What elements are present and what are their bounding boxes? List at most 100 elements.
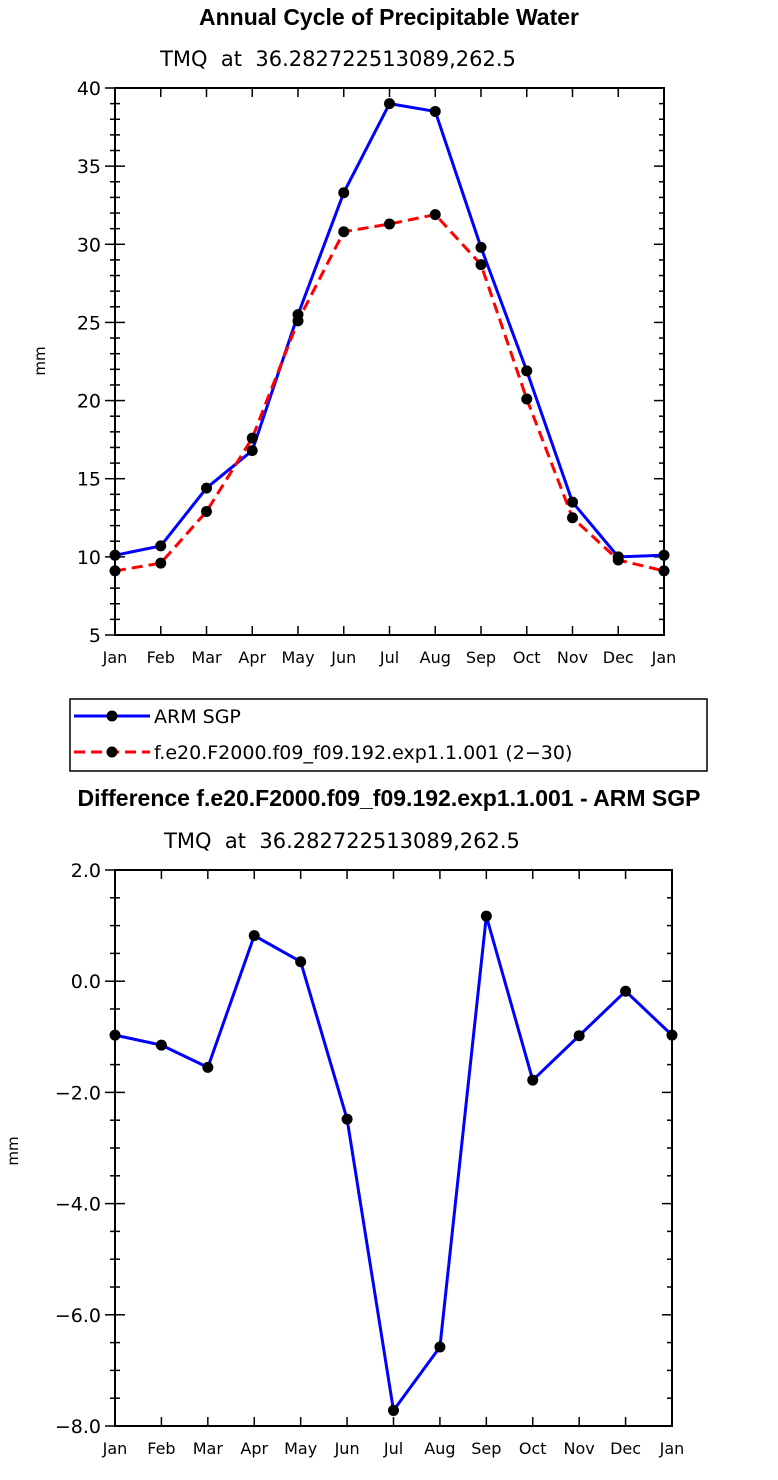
x-tick-label: Jun — [330, 648, 356, 667]
y-tick-label: 5 — [89, 625, 101, 647]
chart2-plot-frame — [114, 869, 673, 1427]
legend-box — [69, 698, 708, 772]
y-tick-label: −2.0 — [55, 1082, 101, 1104]
series-line-1 — [114, 213, 665, 573]
chart1-y-axis-label: mm — [31, 346, 49, 375]
x-tick-label: Apr — [240, 1439, 268, 1458]
chart1-x-tick-labels: Jan Feb Mar Apr May Jun Jul Aug Sep Oct Nov Dec Jan — [102, 648, 677, 667]
x-tick-label: Feb — [147, 1439, 175, 1458]
x-tick-label: Jul — [379, 648, 399, 667]
x-tick-label: Mar — [193, 1439, 224, 1458]
data-point-0 — [521, 365, 533, 377]
legend-arm-marker — [106, 710, 118, 722]
chart2-y-tick-labels: −8.0 −6.0 −4.0 −2.0 0.0 2.0 — [55, 860, 101, 1438]
data-point-0 — [201, 482, 212, 494]
x-tick-label: Mar — [191, 648, 222, 667]
data-point-0 — [573, 1030, 585, 1042]
x-tick-label: May — [281, 648, 314, 667]
chart2-title: Difference f.e20.F2000.f09_f09.192.exp1.… — [77, 785, 700, 811]
chart1-ticks — [105, 87, 665, 636]
data-point-1 — [109, 565, 121, 577]
data-point-1 — [201, 506, 212, 518]
legend-model-marker — [106, 746, 118, 758]
data-point-1 — [246, 432, 258, 444]
data-point-0 — [155, 540, 167, 552]
x-tick-label: Apr — [238, 648, 266, 667]
chart2-subtitle: TMQ at 36.282722513089,262.5 — [163, 829, 520, 853]
x-tick-label: May — [284, 1439, 317, 1458]
data-point-0 — [567, 496, 578, 508]
x-tick-label: Sep — [471, 1439, 501, 1458]
y-tick-label: 35 — [77, 156, 101, 178]
chart2-ticks — [105, 869, 673, 1427]
x-tick-label: Jul — [383, 1439, 403, 1458]
y-tick-label: 2.0 — [71, 860, 101, 882]
x-tick-label: Oct — [519, 1439, 547, 1458]
data-point-1 — [612, 554, 624, 566]
data-point-0 — [384, 98, 395, 110]
chart2-series — [109, 910, 678, 1416]
chart1-subtitle: TMQ at 36.282722513089,262.5 — [159, 47, 516, 71]
y-tick-label: 20 — [77, 391, 101, 413]
x-tick-label: Jun — [334, 1439, 360, 1458]
y-tick-label: 0.0 — [71, 971, 101, 993]
data-point-0 — [338, 187, 350, 199]
chart2-x-tick-labels: Jan Feb Mar Apr May Jun Jul Aug Sep Oct Nov Dec Jan — [102, 1439, 685, 1458]
data-point-0 — [109, 1029, 121, 1041]
x-tick-label: Jan — [659, 1439, 685, 1458]
y-tick-label: 40 — [77, 78, 101, 100]
data-point-1 — [155, 557, 167, 569]
series-line-0 — [114, 102, 665, 559]
data-point-0 — [248, 930, 260, 942]
data-point-0 — [341, 1113, 353, 1125]
data-point-1 — [567, 512, 578, 524]
y-tick-label: 10 — [77, 547, 101, 569]
chart1-legend: ARM SGP f.e20.F2000.f09_f09.192.exp1.1.0… — [69, 698, 708, 772]
chart1-plot-frame — [114, 87, 665, 636]
chart2-y-axis-label: mm — [4, 1136, 22, 1165]
data-point-1 — [475, 259, 487, 271]
x-tick-label: Feb — [147, 648, 175, 667]
chart1-y-tick-labels: 5 10 15 20 25 30 35 40 — [77, 78, 101, 647]
y-tick-label: 30 — [77, 234, 101, 256]
x-tick-label: Jan — [102, 1439, 128, 1458]
x-tick-label: Oct — [513, 648, 541, 667]
y-tick-label: 25 — [77, 312, 101, 334]
y-tick-label: −8.0 — [55, 1416, 101, 1438]
data-point-0 — [202, 1061, 214, 1073]
data-point-0 — [658, 549, 670, 561]
data-point-0 — [527, 1074, 539, 1086]
x-tick-label: Jan — [102, 648, 128, 667]
data-point-0 — [480, 910, 492, 922]
data-point-1 — [338, 226, 350, 238]
x-tick-label: Aug — [420, 648, 451, 667]
legend-model-label: f.e20.F2000.f09_f09.192.exp1.1.001 (2−30… — [154, 742, 572, 764]
chart-annual-cycle: Annual Cycle of Precipitable Water TMQ a… — [31, 4, 708, 772]
data-point-0 — [429, 105, 441, 117]
x-tick-label: Jan — [651, 648, 677, 667]
legend-arm-label: ARM SGP — [154, 706, 241, 728]
x-tick-label: Nov — [557, 648, 588, 667]
data-point-0 — [620, 985, 632, 997]
chart-difference: Difference f.e20.F2000.f09_f09.192.exp1.… — [4, 785, 701, 1458]
data-point-1 — [384, 218, 395, 230]
data-point-0 — [295, 956, 307, 968]
data-point-1 — [658, 565, 670, 577]
x-tick-label: Nov — [564, 1439, 595, 1458]
x-tick-label: Dec — [610, 1439, 641, 1458]
data-point-0 — [109, 549, 121, 561]
data-point-1 — [521, 393, 533, 405]
data-point-0 — [434, 1341, 446, 1353]
data-point-0 — [388, 1404, 399, 1416]
y-tick-label: −4.0 — [55, 1194, 101, 1216]
x-tick-label: Sep — [466, 648, 496, 667]
y-tick-label: −6.0 — [55, 1305, 101, 1327]
data-point-0 — [475, 241, 487, 253]
data-point-0 — [246, 445, 258, 457]
data-point-1 — [292, 315, 304, 327]
data-point-1 — [429, 209, 441, 221]
series-line-0 — [114, 914, 674, 1412]
chart1-title: Annual Cycle of Precipitable Water — [199, 4, 579, 30]
x-tick-label: Dec — [603, 648, 634, 667]
